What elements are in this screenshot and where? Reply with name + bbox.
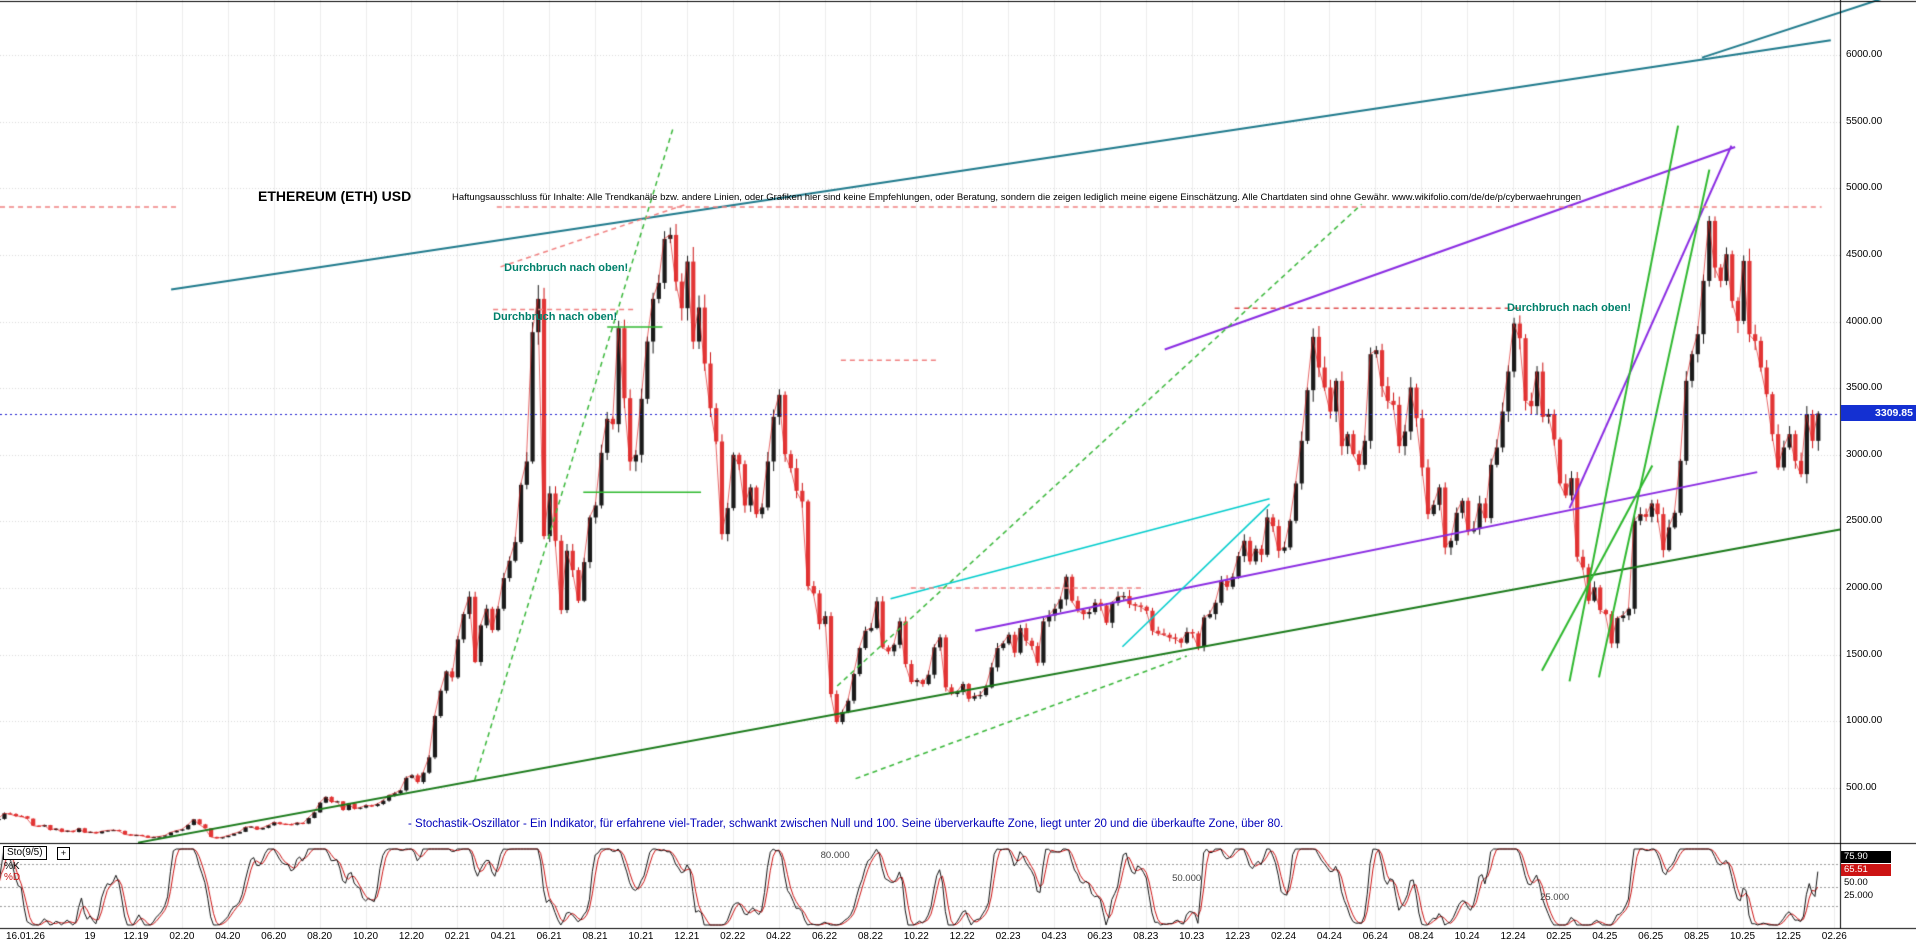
osc-axis-label-25: 25.000 [1844,890,1874,901]
date-stamp-label: 16.01.26 [6,931,45,942]
x-axis-label: 06.20 [261,931,287,942]
x-axis-label: 10.21 [628,931,654,942]
percent-k-value-badge: 75.90 [1841,851,1891,863]
x-axis-label: 12.25 [1775,931,1801,942]
x-axis-label: 08.21 [582,931,608,942]
x-axis-label: 10.25 [1729,931,1756,942]
breakout-annotation: Durchbruch nach oben! [504,261,629,274]
x-axis-label: 02.26 [1821,931,1847,942]
x-axis-label: 04.20 [215,931,241,942]
x-axis-label: 02.21 [444,931,470,942]
price-axis-label: 4000.00 [1846,315,1883,327]
x-axis-label: 06.23 [1087,931,1113,942]
price-axis-label: 5000.00 [1846,182,1883,194]
x-axis-label: 12.24 [1500,931,1526,942]
x-axis-label: 06.22 [811,931,838,942]
x-axis-label: 02.24 [1270,931,1297,942]
x-axis-label: 06.24 [1362,931,1388,942]
price-axis-label: 2500.00 [1846,515,1883,527]
percent-d-label: %D [4,872,21,883]
x-axis-label: 04.21 [490,931,516,942]
x-axis-label: 10.20 [352,931,379,942]
x-axis-label: 02.22 [720,931,746,942]
x-axis-label: 12.20 [398,931,424,942]
price-axis-label: 500.00 [1846,782,1877,793]
x-axis-label: 08.22 [857,931,883,942]
price-axis-label: 5500.00 [1846,115,1883,127]
percent-d-value-badge: 65.51 [1841,864,1891,876]
oscillator-settings-button[interactable]: Sto(9/5) [3,846,47,860]
x-axis-label: 12.23 [1225,931,1251,942]
price-axis-label: 3000.00 [1846,448,1883,460]
osc-level-label: 80.000 [820,850,850,862]
x-axis-label: 12.21 [674,931,700,942]
price-axis-label: 1500.00 [1846,648,1883,660]
osc-level-label: 25.000 [1540,892,1570,903]
x-axis-label: 10.22 [903,931,929,942]
x-axis-label: 08.23 [1133,931,1159,942]
x-axis-label: 12.22 [949,931,975,942]
expand-icon[interactable]: + [57,847,70,860]
x-axis-label: 19 [84,931,96,942]
price-axis-label: 3500.00 [1846,382,1883,394]
breakout-annotation: Durchbruch nach oben! [493,310,618,323]
x-axis-label: 08.20 [307,931,333,942]
chart-title: ETHEREUM (ETH) USD [258,188,412,204]
osc-axis-label-50: 50.00 [1844,877,1868,888]
x-axis-label: 12.19 [123,931,149,942]
x-axis-label: 04.23 [1041,931,1067,942]
x-axis-label: 02.23 [995,931,1021,942]
x-axis-label: 02.25 [1546,931,1572,942]
breakout-annotation: Durchbruch nach oben! [1506,301,1632,314]
last-price-badge: 3309.85 [1841,405,1916,421]
x-axis-label: 10.23 [1179,931,1205,942]
price-axis-label: 2000.00 [1846,582,1883,594]
percent-k-label: %K [4,861,20,872]
x-axis-label: 08.24 [1408,931,1434,942]
price-axis-label: 6000.00 [1846,49,1883,60]
x-axis-label: 06.25 [1638,931,1664,942]
x-axis-label: 08.25 [1684,931,1710,942]
disclaimer-text: Haftungsausschluss für Inhalte: Alle Tre… [452,192,1582,203]
x-axis-label: 02.20 [169,931,195,942]
x-axis-label: 04.22 [766,931,792,942]
price-axis-label: 1000.00 [1846,715,1883,727]
x-axis-label: 06.21 [536,931,562,942]
stochastic-description: - Stochastik-Oszillator - Ein Indikator,… [408,818,1284,830]
osc-level-label: 50.000 [1172,873,1202,884]
x-axis-label: 10.24 [1454,931,1480,942]
price-axis-label: 4500.00 [1846,248,1883,260]
x-axis-label: 04.25 [1592,931,1618,942]
x-axis-label: 04.24 [1316,931,1342,942]
